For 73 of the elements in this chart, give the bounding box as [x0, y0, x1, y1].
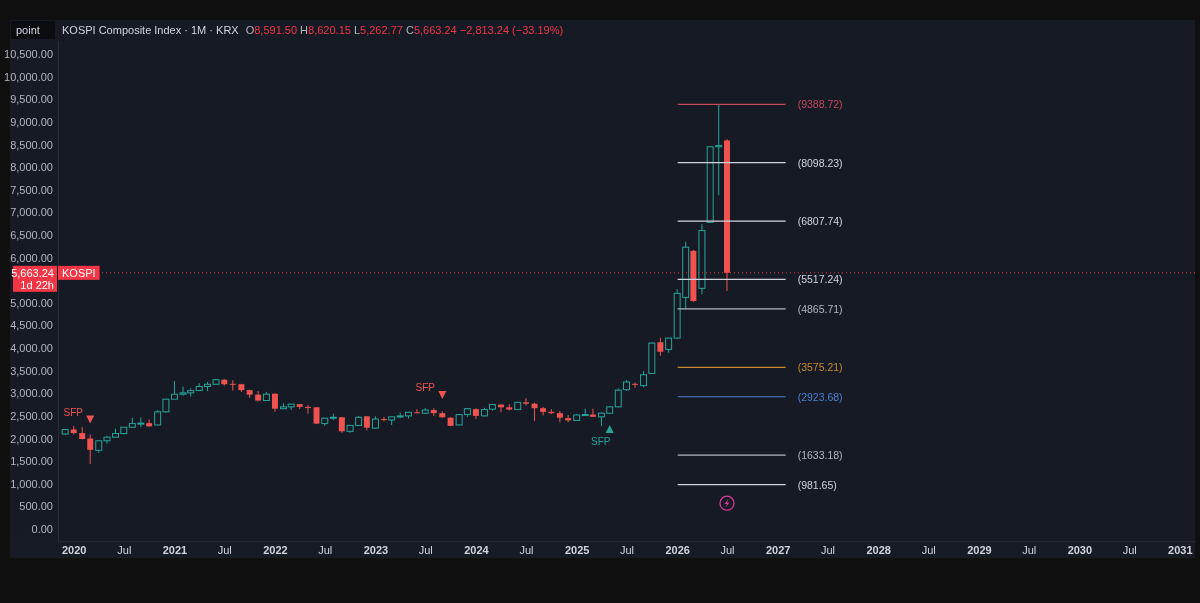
x-tick-label: 2022 [263, 544, 288, 557]
x-tick-label: 2024 [464, 544, 490, 557]
y-tick-label: 1,500.00 [10, 455, 53, 468]
ref-line-label: (4865.71) [797, 302, 843, 315]
ref-line-label: (2923.68) [797, 390, 843, 403]
x-tick-label: Jul [820, 544, 835, 557]
x-tick-label: Jul [117, 544, 132, 557]
y-tick-label: 4,000.00 [10, 342, 53, 355]
y-tick-label: 500.00 [19, 500, 53, 513]
y-tick-label: 2,000.00 [10, 432, 53, 445]
candlestick [632, 381, 639, 389]
x-tick-label: 2029 [967, 544, 992, 557]
x-tick-label: Jul [619, 544, 635, 557]
y-tick-label: 10,500.00 [4, 48, 53, 61]
candlestick [556, 410, 563, 423]
x-tick-label: Jul [720, 544, 735, 557]
ref-line-label: (8098.23) [797, 156, 843, 169]
candlestick [87, 433, 94, 465]
x-tick-label: Jul [921, 544, 936, 557]
candlestick [380, 416, 387, 422]
ref-line-label: (9388.72) [797, 98, 843, 111]
x-tick-label: Jul [519, 544, 534, 557]
text: O8,591.50 H8,620.15 L5,262.77 C5,663.24 −2,813.24 (−33.19%) [245, 24, 564, 36]
y-tick-label: 3,000.00 [10, 387, 53, 400]
y-tick-label: 8,500.00 [10, 138, 53, 151]
x-tick-label: 2030 [1067, 544, 1093, 557]
candlestick [229, 379, 236, 392]
annotation: SFP [590, 436, 611, 448]
candlestick [146, 419, 153, 428]
x-tick-label: 2025 [564, 544, 590, 557]
x-tick-label: 2026 [665, 544, 690, 557]
y-tick-label: 6,000.00 [10, 251, 53, 264]
y-tick-label: 9,500.00 [10, 93, 53, 106]
ref-line-label: (3575.21) [797, 361, 843, 374]
text: 1d 22h [20, 278, 54, 291]
x-tick-label: 2021 [162, 544, 188, 557]
annotation: SFP [63, 406, 84, 418]
x-tick-label: 2023 [363, 544, 389, 557]
ref-line-label: KOSPI [62, 266, 96, 279]
ref-line-label: (981.65) [797, 478, 837, 491]
x-tick-label: 2028 [866, 544, 891, 557]
y-tick-label: 2,500.00 [10, 409, 53, 422]
candlestick [657, 337, 664, 357]
annotation: SFP [415, 382, 436, 394]
y-tick-label: 6,500.00 [10, 229, 53, 242]
x-tick-label: Jul [1122, 544, 1137, 557]
candlestick [523, 397, 529, 407]
y-tick-label: 8,000.00 [10, 161, 53, 174]
candlestick [414, 408, 420, 414]
x-tick-label: 2020 [61, 544, 87, 557]
y-axis-title: point [16, 24, 40, 36]
y-tick-label: 9,000.00 [10, 115, 53, 128]
ref-line-label: (5517.24) [797, 273, 843, 286]
y-tick-label: 7,000.00 [10, 206, 53, 219]
chart-title: KOSPI Composite Index · 1M · KRX [62, 24, 240, 36]
ref-line-label: (1633.18) [797, 449, 843, 462]
x-tick-label: Jul [217, 544, 232, 557]
x-tick-label: 2027 [765, 544, 791, 557]
y-tick-label: 0.00 [31, 523, 53, 536]
y-tick-label: 10,000.00 [4, 70, 53, 83]
x-tick-label: 2031 [1168, 544, 1193, 557]
y-tick-label: 4,500.00 [10, 319, 53, 332]
x-tick-label: Jul [1022, 544, 1037, 557]
candlestick [271, 392, 278, 413]
y-tick-label: 1,000.00 [10, 477, 53, 490]
y-tick-label: 5,000.00 [10, 296, 53, 309]
y-tick-label: 3,500.00 [10, 364, 53, 377]
y-tick-label: 7,500.00 [10, 183, 53, 196]
x-tick-label: Jul [318, 544, 333, 557]
x-tick-label: Jul [418, 544, 433, 557]
ref-line-label: (6807.74) [797, 215, 843, 228]
candlestick [304, 404, 311, 415]
unit-button: point [11, 21, 55, 39]
